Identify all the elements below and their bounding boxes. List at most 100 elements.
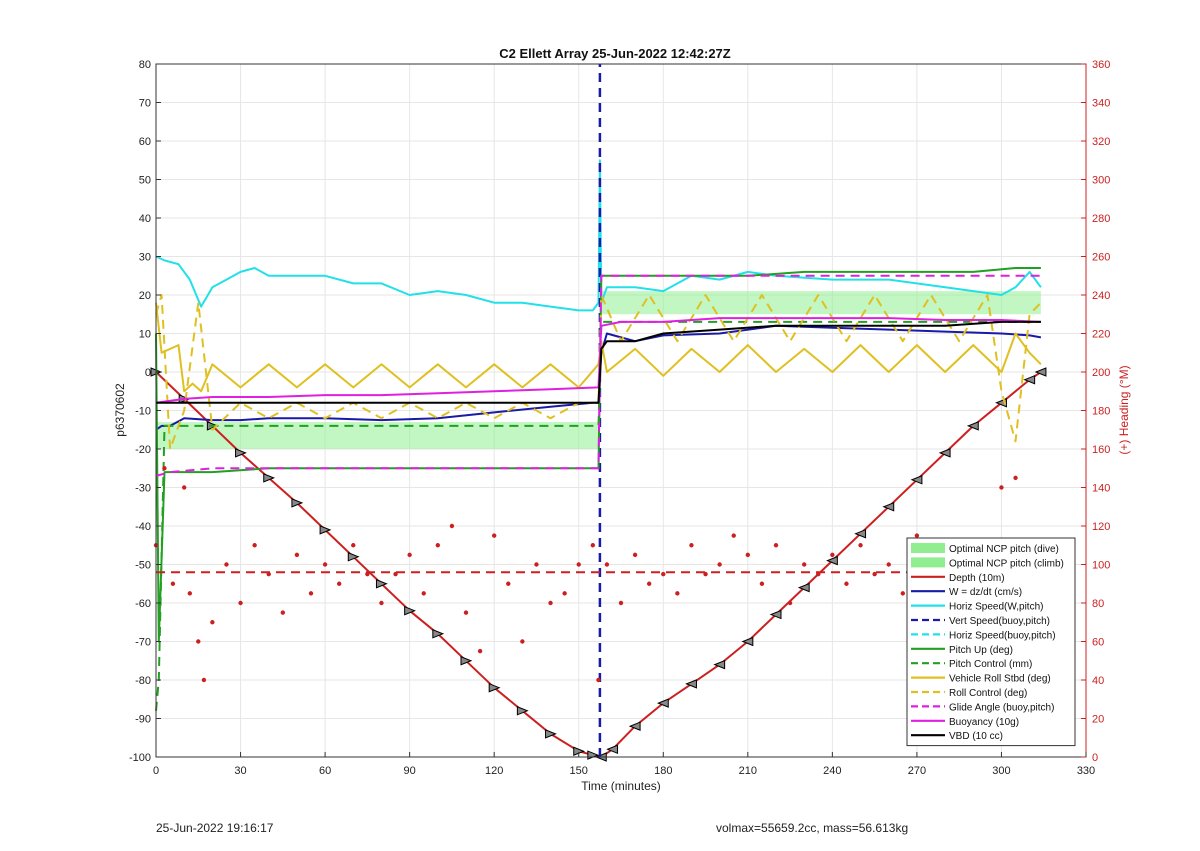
depth-marker [291, 498, 304, 508]
axes: 0 30 60 90 120 150 180 210 240 270 300 330-100-90-8… [129, 59, 1110, 777]
heading-point [421, 591, 426, 596]
heading-point [745, 552, 751, 558]
depth-marker [488, 682, 501, 693]
y-tick-label: 60 [139, 136, 151, 148]
depth-marker [263, 473, 276, 483]
footer-info: volmax=55659.2cc, mass=56.613kg [716, 821, 909, 835]
heading-point [661, 571, 666, 577]
heading-point [201, 677, 207, 683]
heading-point [632, 552, 638, 558]
x-tick-label: 30 [234, 765, 246, 777]
heading-point [604, 562, 610, 567]
depth-marker [347, 552, 360, 562]
heading-point [308, 591, 314, 596]
heading-point [449, 523, 455, 529]
heading-point [830, 552, 835, 558]
y-tick-label: 80 [139, 59, 151, 71]
depth-marker [854, 528, 867, 539]
y2-tick-label: 100 [1092, 560, 1110, 572]
heading-point [900, 591, 906, 596]
y2-tick-label: 320 [1092, 136, 1110, 148]
legend-label: Horiz Speed(W,pitch) [949, 602, 1043, 613]
heading-point [646, 581, 652, 586]
y2-tick-label: 140 [1092, 483, 1110, 495]
y-tick-label: 40 [139, 213, 151, 225]
heading-point [872, 571, 877, 577]
heading-point [351, 543, 356, 548]
y-axis-label: p6370602 [113, 383, 127, 437]
heading-point [181, 485, 187, 490]
x-tick-label: 180 [654, 765, 672, 777]
depth-marker [656, 698, 669, 708]
depth-marker [769, 609, 782, 620]
y-tick-label: 70 [139, 98, 151, 110]
heading-point [435, 543, 441, 548]
y2-tick-label: 260 [1092, 252, 1110, 264]
legend-label: Depth (10m) [949, 573, 1005, 584]
heading-point [562, 591, 567, 596]
series-line-8 [155, 274, 1041, 477]
y-tick-label: 30 [139, 252, 151, 264]
depth-marker [797, 582, 810, 593]
x-tick-label: 330 [1077, 765, 1095, 777]
legend-label: Optimal NCP pitch (dive) [949, 544, 1059, 555]
y2-tick-label: 180 [1092, 406, 1110, 418]
legend-label: Vert Speed(buoy,pitch) [949, 616, 1050, 627]
heading-point [170, 581, 176, 586]
depth-marker [606, 744, 619, 755]
y-tick-label: -20 [135, 444, 151, 456]
legend-label: VBD (10 cc) [949, 731, 1003, 742]
heading-point [618, 600, 624, 606]
ncp-band-1 [601, 291, 1041, 315]
y-tick-label: -10 [135, 406, 151, 418]
series-lines [150, 64, 1047, 762]
y-tick-label: -60 [135, 598, 151, 610]
depth-marker [545, 729, 557, 739]
y2-tick-label: 160 [1092, 444, 1110, 456]
depth-marker [628, 721, 641, 731]
heading-point [914, 533, 920, 538]
y-tick-label: 50 [139, 175, 151, 187]
heading-point [1013, 475, 1018, 481]
y-tick-label: 0 [145, 367, 151, 379]
heading-point [187, 591, 193, 596]
heading-point [322, 562, 328, 567]
x-axis-label: Time (minutes) [581, 779, 661, 793]
depth-marker [432, 629, 445, 639]
y2-tick-label: 200 [1092, 367, 1110, 379]
legend-label: Optimal NCP pitch (climb) [949, 558, 1064, 569]
x-tick-label: 270 [908, 765, 926, 777]
series-line-10 [156, 320, 1041, 404]
legend-label: Pitch Up (deg) [949, 645, 1013, 656]
y-tick-label: -100 [129, 752, 151, 764]
chart-title: C2 Ellett Array 25-Jun-2022 12:42:27Z [499, 46, 731, 61]
depth-marker [910, 475, 923, 485]
depth-marker [375, 579, 388, 589]
heading-point [210, 620, 215, 625]
footer-timestamp: 25-Jun-2022 19:16:17 [156, 821, 274, 835]
heading-point [759, 581, 765, 586]
depth-marker [587, 750, 600, 760]
depth-marker [460, 656, 473, 666]
heading-point [463, 610, 469, 615]
y-tick-label: -40 [135, 521, 151, 533]
y2-tick-label: 40 [1092, 675, 1104, 687]
y2-tick-label: 120 [1092, 521, 1110, 533]
x-tick-label: 150 [570, 765, 588, 777]
y2-tick-label: 80 [1092, 598, 1104, 610]
legend-label: Horiz Speed(buoy,pitch) [949, 630, 1056, 641]
y2-tick-label: 340 [1092, 98, 1110, 110]
y-tick-label: -80 [135, 675, 151, 687]
legend-label: Buoyancy (10g) [949, 717, 1019, 728]
heading-point [379, 600, 384, 606]
heading-point [576, 562, 581, 567]
y2-tick-label: 280 [1092, 213, 1110, 225]
x-tick-label: 60 [319, 765, 331, 777]
legend-box [906, 537, 1076, 747]
heading-point [717, 562, 722, 567]
depth-marker [235, 448, 247, 458]
depth-marker [1023, 374, 1036, 385]
heading-point [280, 610, 286, 615]
heading-point [773, 543, 779, 548]
